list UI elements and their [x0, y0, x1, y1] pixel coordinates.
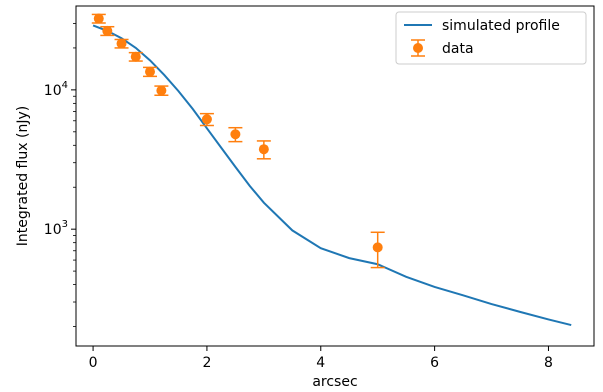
x-tick-label: 8 [544, 355, 553, 371]
data-point [130, 51, 141, 62]
x-tick-label: 2 [202, 355, 211, 371]
y-tick-exponent: 3 [62, 219, 68, 230]
plot-area [91, 13, 572, 327]
y-tick-label: 103 [44, 219, 68, 238]
legend-box [395, 11, 587, 65]
plot-frame [75, 5, 595, 347]
legend-label-simulated-profile: simulated profile [442, 18, 560, 34]
y-axis-title: Integrated flux (nJy) [15, 106, 31, 246]
y-tick-label: 104 [44, 80, 68, 99]
series-line-simulated-profile [92, 24, 572, 327]
data-point [102, 25, 113, 36]
data-point [116, 38, 127, 49]
x-axis-title: arcsec [312, 374, 357, 390]
data-point [93, 13, 104, 24]
data-point [372, 242, 383, 253]
x-tick-label: 6 [430, 355, 439, 371]
data-point [201, 114, 212, 125]
legend: simulated profile data [395, 11, 587, 65]
data-point [145, 66, 155, 77]
data-point [156, 85, 167, 96]
data-point [258, 144, 269, 155]
legend-label-data: data [442, 41, 474, 57]
x-tick-label: 0 [89, 355, 98, 371]
data-point [230, 129, 241, 140]
y-tick-exponent: 4 [62, 80, 68, 91]
x-tick-label: 4 [316, 355, 325, 371]
legend-swatch-marker [413, 43, 423, 53]
